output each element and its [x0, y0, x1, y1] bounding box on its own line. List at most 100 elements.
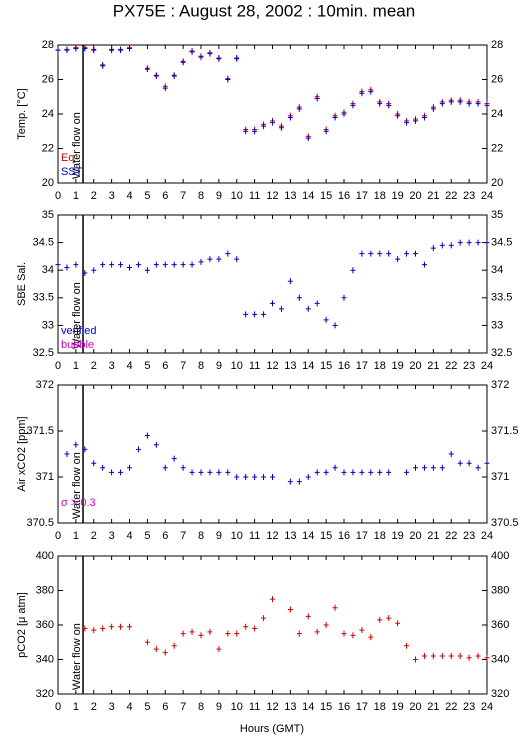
- data-point: [314, 469, 320, 476]
- data-point: [323, 128, 329, 135]
- data-point: [359, 90, 365, 97]
- x-tick-label: 20: [409, 530, 421, 542]
- x-tick-label: 5: [144, 530, 150, 542]
- data-point: [234, 474, 240, 480]
- data-point: [287, 606, 293, 613]
- data-point: [448, 98, 454, 105]
- data-point: [457, 653, 463, 660]
- data-point: [350, 102, 356, 109]
- data-point: [100, 62, 106, 69]
- data-point: [198, 632, 204, 639]
- x-tick-label: 6: [162, 190, 168, 202]
- data-point: [386, 615, 392, 622]
- data-point: [404, 119, 410, 126]
- data-point: [198, 258, 204, 265]
- data-point: [287, 114, 293, 121]
- data-point: [332, 604, 338, 611]
- data-point: [225, 250, 231, 257]
- data-point: [109, 47, 115, 54]
- plot-frame: [57, 555, 488, 695]
- x-tick-label: 22: [445, 360, 457, 372]
- data-point: [162, 261, 168, 268]
- data-point: [448, 653, 454, 660]
- x-tick-label: 8: [198, 530, 204, 542]
- data-point: [395, 256, 401, 263]
- y-tick-label-right: 371: [491, 471, 509, 483]
- x-tick-label: 24: [481, 701, 493, 713]
- x-tick-label: 2: [91, 701, 97, 713]
- data-point: [225, 630, 231, 637]
- data-point: [207, 256, 213, 263]
- data-point: [252, 128, 258, 135]
- data-point: [261, 474, 267, 480]
- data-point: [243, 474, 249, 480]
- x-tick-label: 10: [231, 190, 243, 202]
- data-point: [73, 441, 79, 448]
- x-tick-label: 5: [144, 701, 150, 713]
- data-point: [484, 239, 490, 246]
- y-tick-label-right: 35: [491, 209, 503, 221]
- data-point: [243, 128, 249, 135]
- x-tick-label: 22: [445, 530, 457, 542]
- x-tick-label: 22: [445, 701, 457, 713]
- data-point: [64, 47, 70, 54]
- x-tick-label: 3: [109, 701, 115, 713]
- data-point: [484, 102, 490, 109]
- y-tick-label-right: 22: [491, 142, 503, 154]
- x-tick-label: 20: [409, 701, 421, 713]
- data-point: [305, 305, 311, 312]
- data-point: [457, 460, 463, 467]
- data-point: [180, 261, 186, 268]
- data-point: [216, 646, 222, 653]
- data-point: [475, 239, 481, 246]
- x-tick-label: 8: [198, 701, 204, 713]
- data-point: [171, 73, 177, 80]
- data-point: [225, 76, 231, 83]
- data-point: [171, 642, 177, 649]
- x-tick-label: 10: [231, 360, 243, 372]
- data-point: [332, 322, 338, 329]
- y-tick-label-right: 34.5: [491, 237, 512, 249]
- x-tick-label: 11: [249, 701, 260, 713]
- y-tick-label: 371: [36, 471, 54, 483]
- y-tick-label-right: 33.5: [491, 292, 512, 304]
- data-point: [314, 628, 320, 635]
- data-point: [64, 451, 70, 457]
- x-tick-label: 13: [284, 530, 296, 542]
- y-tick-label: 380: [36, 584, 54, 596]
- y-tick-label: 33.5: [33, 292, 54, 304]
- x-tick-label: 4: [126, 190, 132, 202]
- data-point: [296, 630, 302, 637]
- x-tick-label: 18: [374, 360, 386, 372]
- data-point: [252, 474, 258, 480]
- data-point: [73, 261, 79, 268]
- plot-frame: [57, 44, 488, 184]
- y-tick-label-right: 400: [491, 550, 509, 562]
- y-tick-label-right: 320: [491, 688, 509, 700]
- data-point: [377, 100, 383, 107]
- water-flow-label: Water flow on: [71, 452, 83, 519]
- y-axis-label: SBE Sal.: [16, 262, 28, 306]
- data-point: [413, 464, 418, 471]
- x-tick-label: 1: [73, 530, 79, 542]
- x-tick-label: 19: [392, 360, 404, 372]
- data-point: [225, 469, 231, 476]
- x-axis-label: Hours (GMT): [240, 723, 304, 735]
- data-point: [350, 267, 356, 274]
- data-point: [243, 311, 249, 318]
- data-point: [386, 102, 392, 109]
- data-point: [64, 264, 70, 271]
- data-point: [278, 124, 284, 131]
- data-point: [466, 239, 472, 246]
- data-point: [243, 623, 249, 630]
- y-tick-label-right: 32.5: [491, 347, 512, 359]
- flag-legend: verified: [61, 325, 96, 337]
- plot-frame: [57, 214, 488, 354]
- x-tick-label: 8: [198, 360, 204, 372]
- y-axis-label: pCO2 [μ atm]: [16, 592, 28, 658]
- data-point: [207, 50, 213, 57]
- x-tick-label: 23: [463, 701, 475, 713]
- y-tick-label-right: 372: [491, 379, 509, 391]
- data-point: [135, 261, 141, 268]
- x-tick-label: 2: [91, 190, 97, 202]
